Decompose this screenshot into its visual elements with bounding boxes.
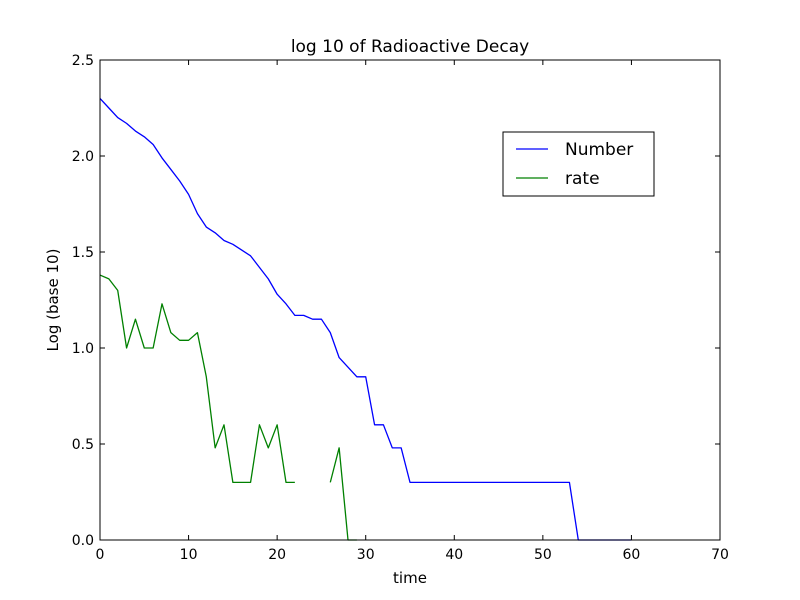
plot-frame	[99, 59, 721, 541]
x-tick-label: 70	[711, 547, 729, 563]
y-tick-label: 1.0	[72, 341, 94, 357]
y-tick-label: 0.5	[72, 437, 94, 453]
x-axis-label: time	[393, 569, 427, 587]
chart-title: log 10 of Radioactive Decay	[291, 37, 529, 57]
legend-label-rate: rate	[565, 169, 600, 189]
x-tick-label: 60	[623, 547, 641, 563]
y-tick-label: 0.0	[72, 533, 94, 549]
legend: Number rate	[502, 131, 655, 197]
y-axis-label: Log (base 10)	[44, 249, 62, 352]
legend-label-number: Number	[565, 140, 633, 160]
y-tick-label: 2.0	[72, 149, 94, 165]
x-tick-label: 40	[445, 547, 463, 563]
x-tick-label: 10	[180, 547, 198, 563]
x-tick-label: 0	[96, 547, 105, 563]
y-tick-label: 2.5	[72, 53, 94, 69]
legend-box	[502, 131, 655, 197]
series-line-number	[99, 97, 632, 541]
y-tick-label: 1.5	[72, 245, 94, 261]
x-tick-label: 30	[357, 547, 375, 563]
x-tick-label: 50	[534, 547, 552, 563]
ticks-layer: 0 10 20 30 40 50 60 70 0.0 0.5 1.0 1.5 2.0 2.5	[72, 53, 729, 563]
x-tick-label: 20	[268, 547, 286, 563]
